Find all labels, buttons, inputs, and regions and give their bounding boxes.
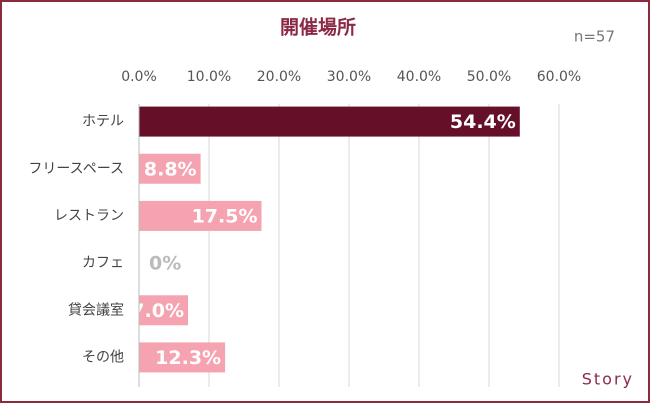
data-label: 8.8% <box>144 158 197 180</box>
data-label: 7.0% <box>131 300 184 322</box>
data-label: 54.4% <box>450 111 516 133</box>
data-label: 12.3% <box>155 347 221 369</box>
y-tick-label: フリースペース <box>28 161 124 177</box>
y-tick-label: その他 <box>82 349 124 365</box>
x-tick-label: 40.0% <box>397 69 441 85</box>
x-tick-label: 60.0% <box>537 69 581 85</box>
y-tick-label: レストラン <box>54 208 124 224</box>
x-tick-label: 10.0% <box>187 69 231 85</box>
data-label: 0% <box>149 253 181 275</box>
bar <box>139 153 201 184</box>
data-label: 17.5% <box>192 205 258 227</box>
bar <box>139 200 262 231</box>
x-tick-label: 20.0% <box>257 69 301 85</box>
sample-size: n=57 <box>574 28 615 46</box>
chart-title: 開催場所 <box>280 16 356 39</box>
bar <box>139 106 520 137</box>
brand: Story <box>582 370 634 389</box>
x-tick-label: 50.0% <box>467 69 511 85</box>
x-tick-label: 0.0% <box>121 69 157 85</box>
y-tick-label: カフェ <box>82 255 124 271</box>
y-tick-label: 貸会議室 <box>68 301 124 318</box>
bar <box>139 295 188 326</box>
x-tick-label: 30.0% <box>327 69 371 85</box>
y-tick-label: ホテル <box>82 114 124 130</box>
bar <box>139 342 226 373</box>
